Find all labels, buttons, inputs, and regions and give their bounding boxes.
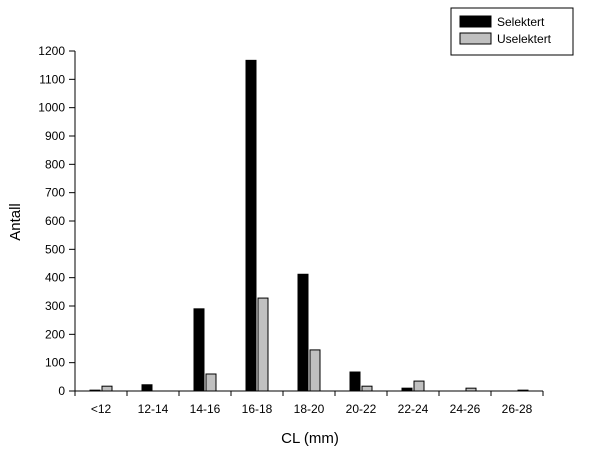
y-tick-label: 1200 (38, 44, 65, 58)
y-tick-label: 1000 (38, 101, 65, 115)
bar-selektert (297, 273, 309, 392)
y-tick-label: 900 (45, 129, 65, 143)
bar-selektert (349, 371, 361, 392)
y-tick-label: 300 (45, 299, 65, 313)
bar-uselektert (361, 385, 373, 392)
legend-swatch-selektert (459, 15, 492, 28)
x-tick-label: 22-24 (398, 402, 429, 416)
y-tick-label: 0 (58, 384, 65, 398)
y-tick-label: 200 (45, 327, 65, 341)
x-axis-ticks: <12 12-14 14-16 16-18 18-20 20-22 22-24 24-26 26… (74, 391, 544, 416)
bar-selektert (245, 59, 257, 392)
bar-selektert (193, 308, 205, 392)
bar-uselektert (205, 373, 217, 392)
x-tick-label: 12-14 (138, 402, 169, 416)
y-tick-label: 800 (45, 157, 65, 171)
legend: Selektert Uselektert (450, 7, 574, 56)
bar-uselektert (101, 385, 113, 392)
legend-label-selektert: Selektert (497, 15, 545, 29)
x-tick-label: 24-26 (450, 402, 481, 416)
y-axis-ticks: 0 100 200 300 400 500 600 700 800 900 1000 1100 1200 (38, 44, 75, 398)
y-tick-label: 400 (45, 271, 65, 285)
x-tick-label: 18-20 (294, 402, 325, 416)
y-tick-label: 600 (45, 214, 65, 228)
x-tick-label: <12 (91, 402, 112, 416)
x-tick-label: 26-28 (502, 402, 533, 416)
bar-uselektert (413, 380, 425, 392)
legend-swatch-uselektert (459, 32, 492, 45)
x-tick-label: 14-16 (190, 402, 221, 416)
x-tick-label: 16-18 (242, 402, 273, 416)
x-tick-label: 20-22 (346, 402, 377, 416)
y-tick-label: 100 (45, 356, 65, 370)
x-axis-title: CL (mm) (281, 430, 339, 447)
y-tick-label: 500 (45, 242, 65, 256)
legend-label-uselektert: Uselektert (497, 32, 552, 46)
bar-uselektert (257, 297, 269, 392)
bar-selektert (141, 384, 153, 392)
y-tick-label: 700 (45, 186, 65, 200)
y-axis-title: Antall (7, 203, 24, 241)
bar-uselektert (309, 349, 321, 392)
bars (89, 59, 529, 392)
y-tick-label: 1100 (39, 72, 65, 86)
